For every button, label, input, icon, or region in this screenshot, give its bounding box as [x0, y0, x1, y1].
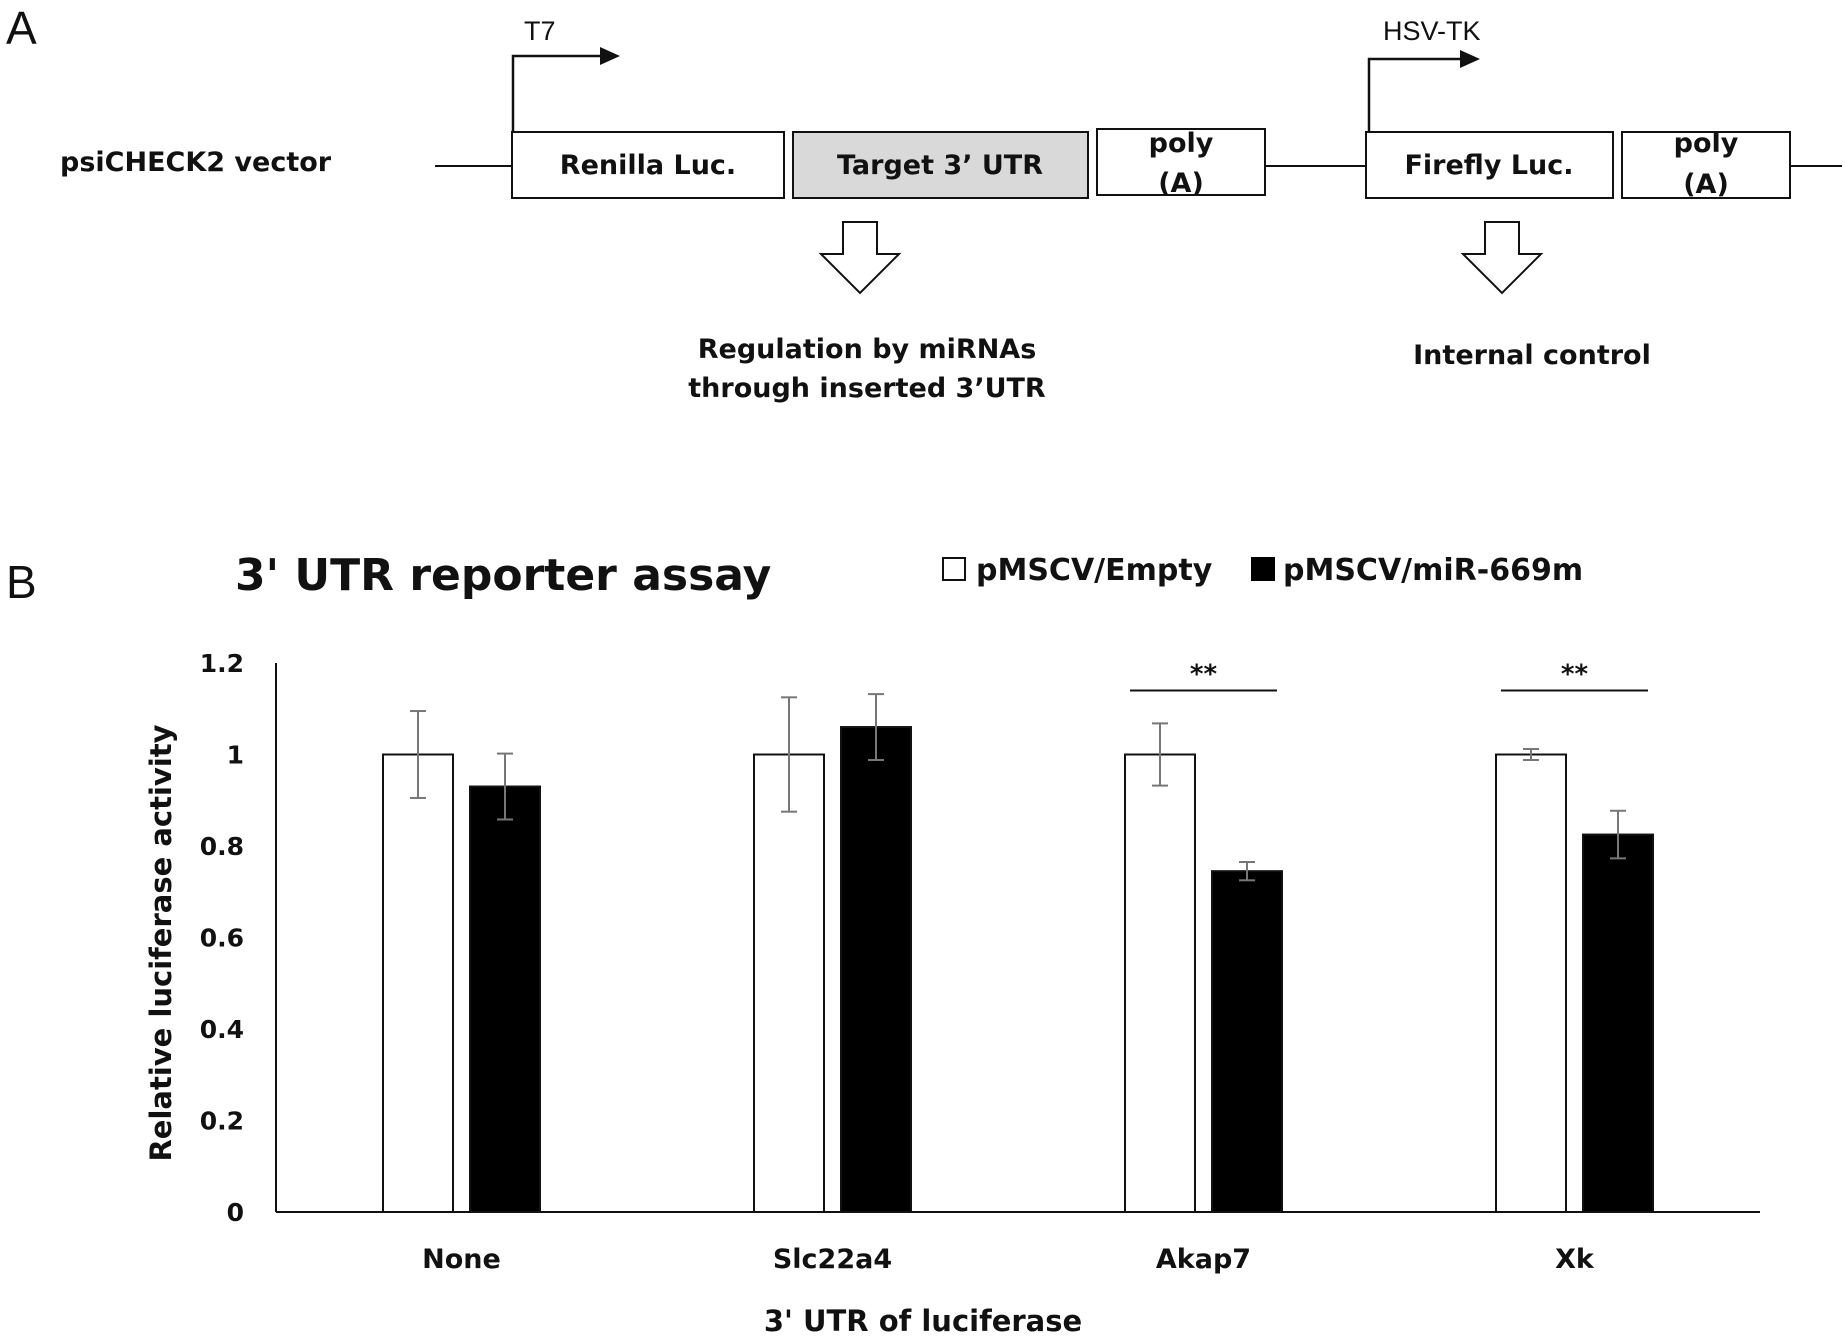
- down-arrow-icon: [1460, 221, 1544, 295]
- vector-label: psiCHECK2 vector: [60, 147, 332, 178]
- panel-b: B 3' UTR reporter assay pMSCV/Empty pMSC…: [6, 550, 1760, 1338]
- t7-promoter-arrow: [511, 47, 620, 131]
- panel-a: A psiCHECK2 vector T7 HSV-TK Renilla Luc…: [6, 2, 1842, 404]
- bar: [1124, 753, 1196, 1213]
- internal-control-note: Internal control: [1413, 340, 1651, 371]
- target-utr-label: Target 3’ UTR: [837, 150, 1043, 181]
- panel-b-letter: B: [6, 556, 37, 608]
- poly-a-box-1: [1096, 128, 1266, 196]
- poly-a-1-line2: (A): [1158, 168, 1204, 199]
- poly-a-2-line1: poly: [1674, 128, 1739, 159]
- t7-label: T7: [524, 16, 556, 46]
- bar: [1211, 870, 1283, 1213]
- plot-area: 0 0.2 0.4 0.6 0.8 1 1.2 None Slc22a4 Akap7 Xk ** **: [200, 649, 1760, 1275]
- hsv-tk-promoter-arrow: [1367, 50, 1480, 131]
- bar: [1495, 753, 1567, 1213]
- down-arrow-icon: [818, 221, 902, 295]
- legend-label-mir: pMSCV/miR-669m: [1283, 553, 1583, 588]
- bar: [753, 753, 825, 1213]
- x-category-label: Xk: [1555, 1244, 1595, 1275]
- x-category-label: Slc22a4: [773, 1244, 892, 1275]
- bar: [469, 785, 541, 1214]
- x-category-label: None: [422, 1244, 501, 1275]
- renilla-label: Renilla Luc.: [560, 150, 736, 181]
- significance-label: **: [1561, 659, 1589, 689]
- y-tick-label: 1: [227, 741, 244, 770]
- bar: [382, 753, 454, 1213]
- legend-swatch-empty: [942, 557, 966, 581]
- y-tick-label: 0: [227, 1198, 244, 1227]
- x-axis-title: 3' UTR of luciferase: [764, 1304, 1082, 1338]
- y-tick-label: 0.4: [200, 1015, 244, 1044]
- hsv-tk-label: HSV-TK: [1383, 16, 1481, 46]
- significance-label: **: [1190, 659, 1218, 689]
- bar: [840, 726, 912, 1213]
- y-tick-label: 0.6: [200, 924, 244, 953]
- regulation-note-line2: through inserted 3’UTR: [688, 373, 1046, 404]
- firefly-box: [1365, 131, 1614, 199]
- y-tick-label: 1.2: [200, 649, 244, 678]
- legend-label-empty: pMSCV/Empty: [976, 553, 1213, 588]
- y-tick-label: 0.8: [200, 832, 244, 861]
- y-tick-label: 0.2: [200, 1107, 244, 1136]
- bar: [1582, 833, 1654, 1213]
- firefly-label: Firefly Luc.: [1404, 150, 1573, 181]
- x-category-label: Akap7: [1156, 1244, 1251, 1275]
- poly-a-box-2: [1621, 131, 1791, 199]
- poly-a-1-line1: poly: [1149, 128, 1214, 159]
- poly-a-2-line2: (A): [1683, 169, 1729, 200]
- chart-title: 3' UTR reporter assay: [235, 550, 771, 601]
- renilla-box: [511, 131, 785, 199]
- panel-a-letter: A: [6, 2, 37, 54]
- legend: pMSCV/Empty pMSCV/miR-669m: [942, 553, 1583, 588]
- regulation-note-line1: Regulation by miRNAs: [698, 334, 1037, 365]
- target-utr-box: [792, 131, 1089, 199]
- y-axis-title: Relative luciferase activity: [144, 724, 178, 1161]
- legend-swatch-mir: [1251, 557, 1275, 581]
